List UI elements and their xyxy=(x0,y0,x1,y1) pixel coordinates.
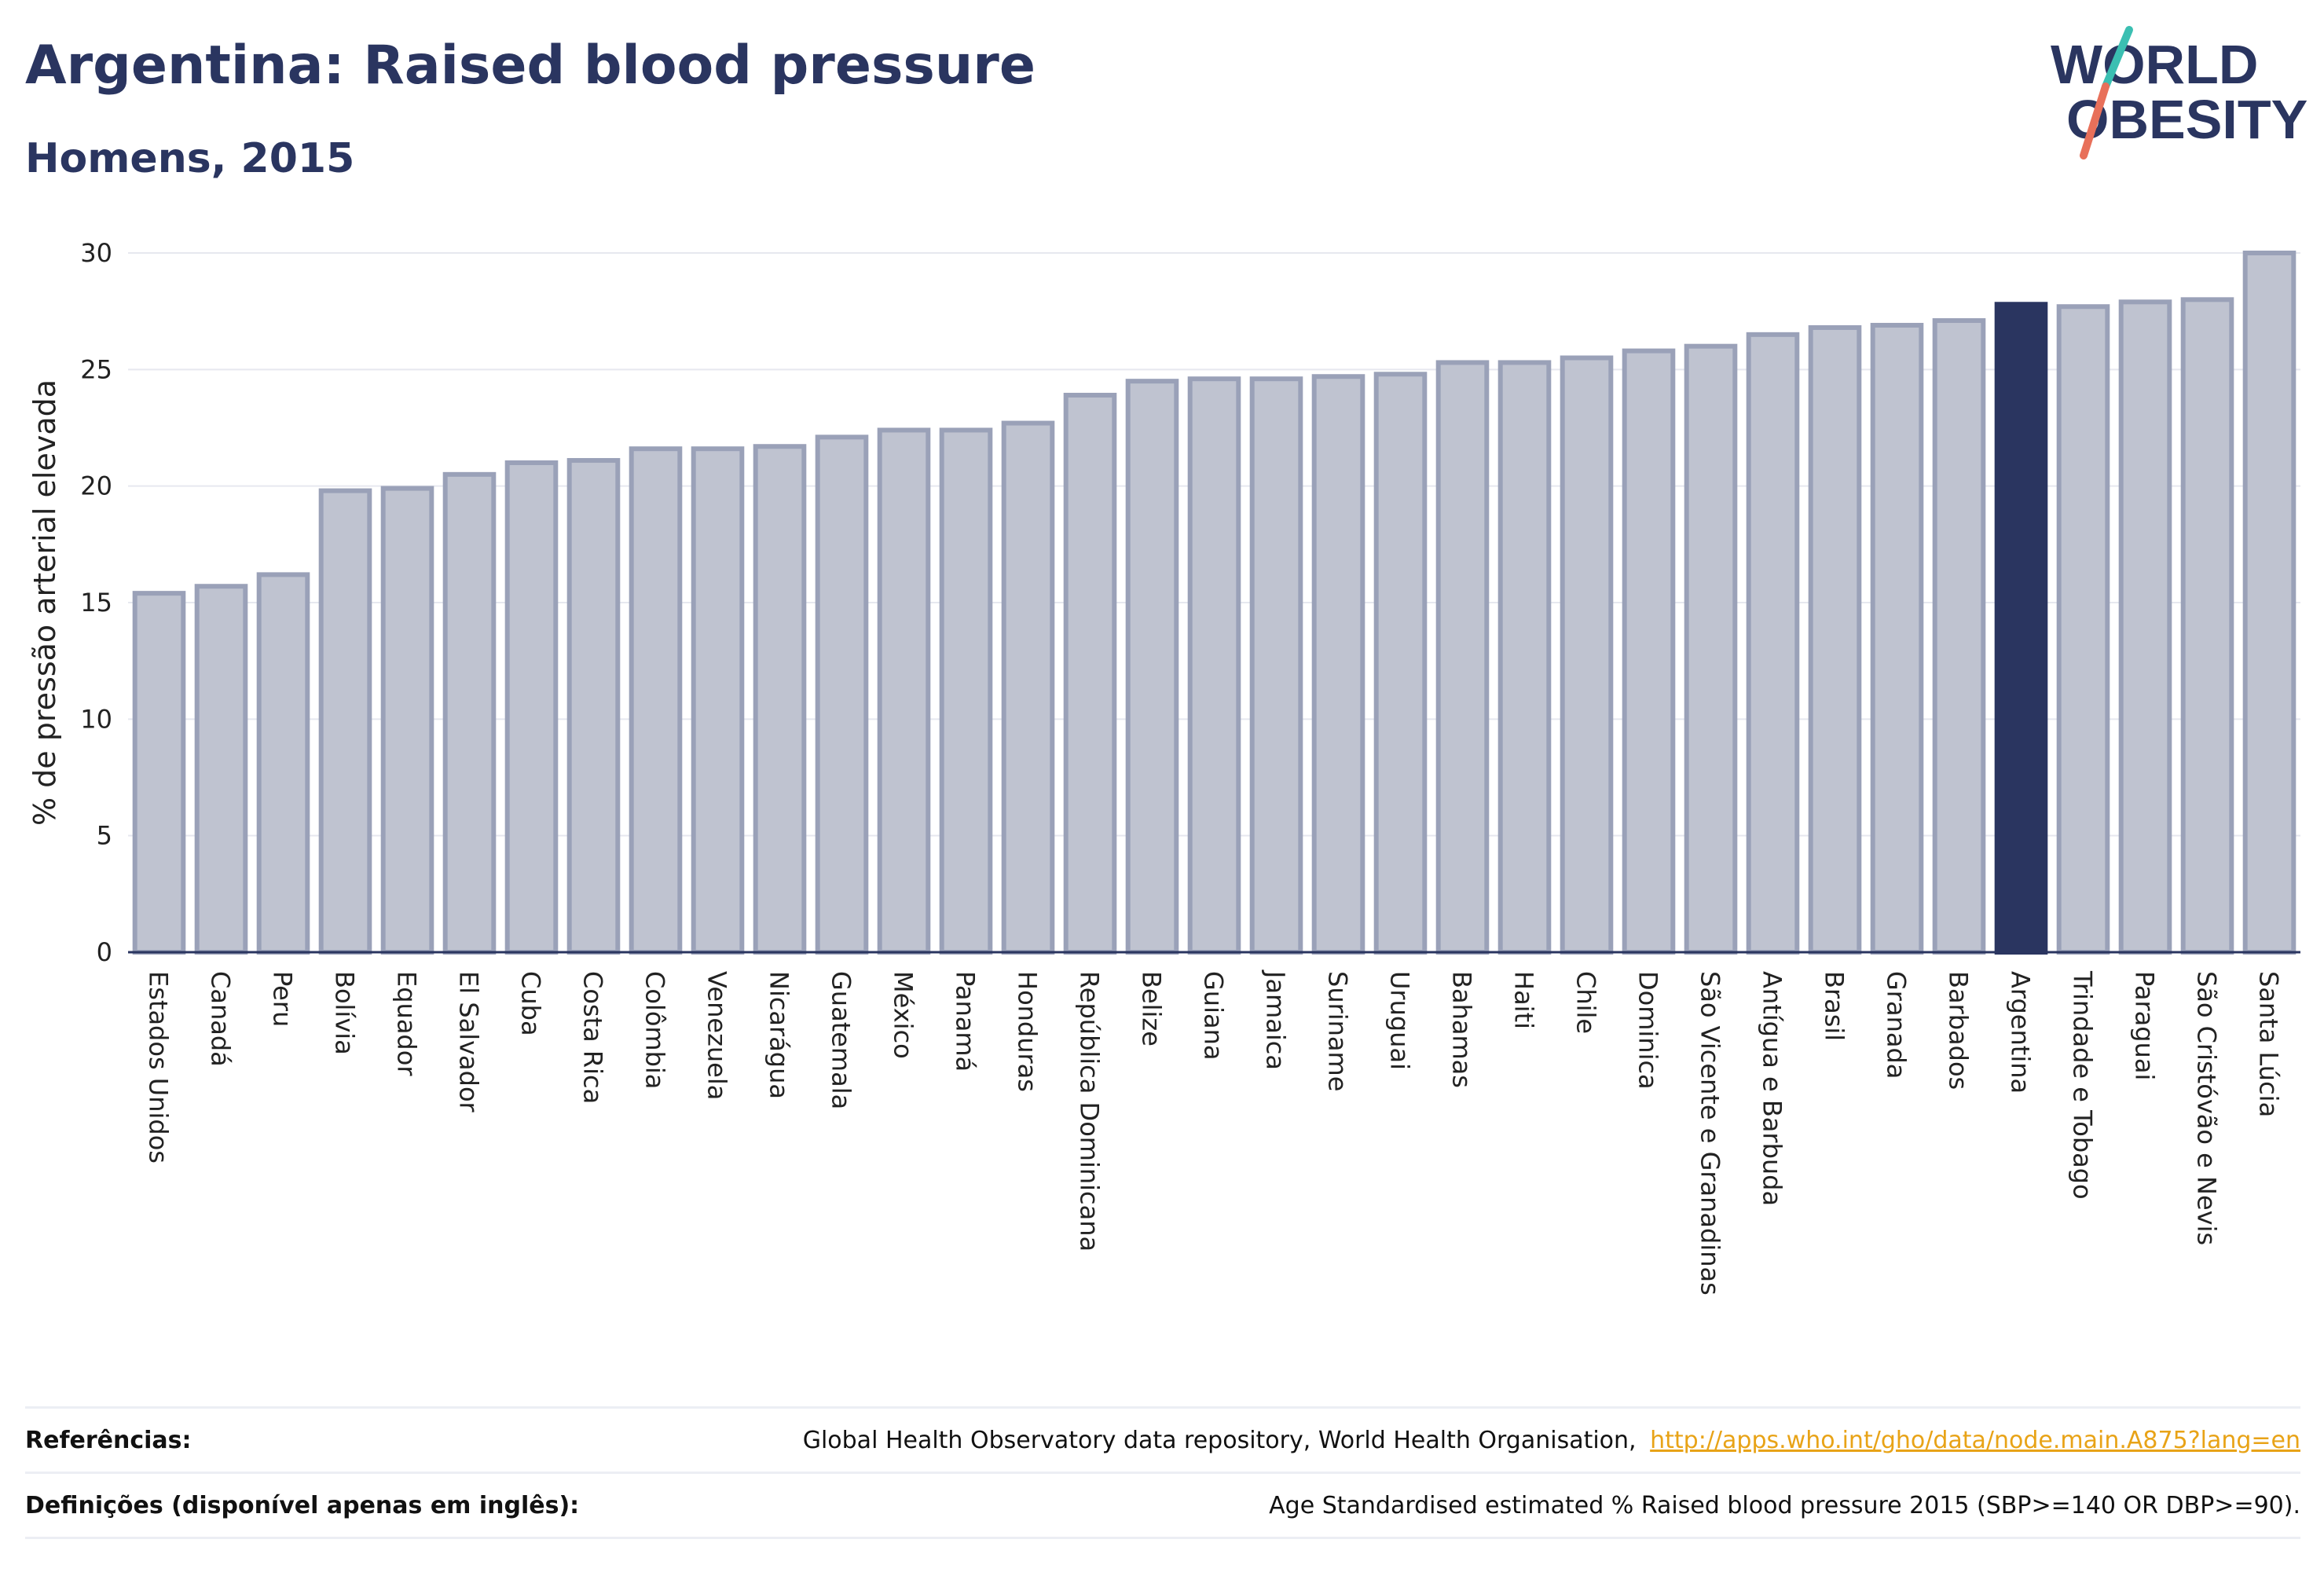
x-tick-label: Colômbia xyxy=(640,971,670,1089)
bar-s-o-crist-v-o-e-nevis xyxy=(2180,297,2234,955)
logo-slash-teal xyxy=(2102,26,2133,90)
y-tick-label: 20 xyxy=(80,471,112,501)
bar-s-o-vicente-e-granadinas xyxy=(1684,343,1738,955)
bar-suriname xyxy=(1311,374,1365,955)
bars xyxy=(132,251,2297,955)
bar-estados-unidos xyxy=(132,591,186,955)
x-axis-ticks: Estados Unidos Canadá Peru Bolívia Equador El… xyxy=(144,969,2284,1296)
references-label: Referências: xyxy=(25,1426,192,1454)
x-tick-label: Jamaica xyxy=(1261,969,1291,1070)
chart-title: Argentina: Raised blood pressure xyxy=(25,35,1036,97)
x-tick-label: Chile xyxy=(1571,971,1601,1034)
logo-line1: WORLD xyxy=(2051,34,2258,95)
x-tick-label: Costa Rica xyxy=(578,971,608,1104)
definitions-row: Definições (disponível apenas em inglês)… xyxy=(25,1472,2300,1539)
bar-canad- xyxy=(194,584,248,955)
logo-slash-coral xyxy=(2080,82,2110,159)
x-tick-label: Honduras xyxy=(1013,971,1043,1092)
bar-el-salvador xyxy=(442,471,497,955)
x-tick-label: Venezuela xyxy=(702,971,732,1100)
x-tick-label: Panamá xyxy=(951,971,981,1072)
world-obesity-logo: WORLD OBESITY xyxy=(2051,26,2308,159)
bar-haiti xyxy=(1497,360,1552,955)
bar-nicar-gua xyxy=(753,444,807,955)
x-tick-label: Argentina xyxy=(2006,971,2036,1094)
x-tick-label: Cuba xyxy=(516,971,546,1036)
y-tick-label: 0 xyxy=(97,937,112,967)
x-tick-label: Bolívia xyxy=(330,971,360,1055)
bar-honduras xyxy=(1001,420,1055,955)
definitions-text: Age Standardised estimated % Raised bloo… xyxy=(1269,1491,2300,1519)
x-tick-label: República Dominicana xyxy=(1075,971,1105,1252)
y-tick-label: 25 xyxy=(80,354,112,384)
bar-chile xyxy=(1560,355,1614,955)
bar-bahamas xyxy=(1435,360,1490,955)
x-tick-label: Estados Unidos xyxy=(144,971,174,1164)
x-tick-label: Guiana xyxy=(1199,971,1229,1060)
x-tick-label: Nicarágua xyxy=(764,971,794,1099)
bar-costa-rica xyxy=(566,458,621,955)
x-tick-label: México xyxy=(889,971,918,1059)
x-tick-label: Equador xyxy=(392,971,422,1076)
bar-argentina xyxy=(1994,302,2048,955)
x-tick-label: Brasil xyxy=(1820,971,1849,1041)
x-tick-label: Peru xyxy=(268,971,298,1027)
bar-equador xyxy=(380,486,434,955)
x-tick-label: São Cristóvão e Nevis xyxy=(2192,971,2222,1245)
chart-subtitle: Homens, 2015 xyxy=(25,135,355,182)
definitions-label: Definições (disponível apenas em inglês)… xyxy=(25,1491,580,1519)
bar-santa-l-cia xyxy=(2242,251,2297,955)
bar-guatemala xyxy=(815,434,869,955)
bar-chart: 0 5 10 15 20 25 30 Estados Unidos Canadá Peru Bol… xyxy=(27,238,2300,1296)
y-tick-label: 5 xyxy=(97,821,112,851)
x-tick-label: Antígua e Barbuda xyxy=(1758,971,1787,1206)
references-value: Global Health Observatory data repositor… xyxy=(803,1427,2300,1454)
bar-ant-gua-e-barbuda xyxy=(1746,332,1800,955)
x-tick-label: Canadá xyxy=(206,971,236,1067)
bar-cuba xyxy=(504,460,559,955)
y-tick-label: 10 xyxy=(80,704,112,734)
x-tick-label: Trindade e Tobago xyxy=(2068,970,2098,1200)
x-tick-label: Paraguai xyxy=(2130,971,2160,1080)
footer: Referências: Global Health Observatory d… xyxy=(25,1406,2300,1539)
y-tick-label: 30 xyxy=(80,238,112,268)
x-tick-label: Granada xyxy=(1882,971,1912,1079)
bar-bol-via xyxy=(318,488,372,955)
logo-line2: OBESITY xyxy=(2066,89,2308,150)
y-axis-ticks: 0 5 10 15 20 25 30 xyxy=(80,238,112,967)
bar-guiana xyxy=(1187,376,1241,955)
x-tick-label: São Vicente e Granadinas xyxy=(1695,971,1725,1296)
bar-venezuela xyxy=(691,446,745,955)
bar-granada xyxy=(1870,322,1924,955)
x-tick-label: Guatemala xyxy=(827,971,856,1109)
x-tick-label: El Salvador xyxy=(454,971,484,1113)
x-tick-label: Uruguai xyxy=(1385,971,1415,1070)
x-tick-label: Barbados xyxy=(1944,971,1974,1090)
references-link[interactable]: http://apps.who.int/gho/data/node.main.A… xyxy=(1650,1426,2300,1454)
bar-peru xyxy=(256,572,310,955)
bar-belize xyxy=(1125,379,1179,955)
bar-brasil xyxy=(1808,324,1862,955)
bar-panam- xyxy=(939,427,993,955)
bar-dominica xyxy=(1622,348,1676,955)
x-tick-label: Bahamas xyxy=(1447,971,1477,1088)
x-tick-label: Dominica xyxy=(1633,971,1663,1090)
bar-uruguai xyxy=(1373,372,1428,955)
bar-rep-blica-dominicana xyxy=(1063,392,1117,955)
x-tick-label: Suriname xyxy=(1323,971,1353,1091)
x-tick-label: Belize xyxy=(1137,971,1167,1046)
x-tick-label: Santa Lúcia xyxy=(2254,971,2284,1117)
bar-jamaica xyxy=(1249,376,1303,955)
bar-barbados xyxy=(1932,318,1986,955)
references-row: Referências: Global Health Observatory d… xyxy=(25,1406,2300,1472)
bar-paraguai xyxy=(2118,299,2172,955)
bar-m-xico xyxy=(877,427,931,955)
y-tick-label: 15 xyxy=(80,588,112,618)
x-tick-label: Haiti xyxy=(1509,971,1539,1029)
bar-trindade-e-tobago xyxy=(2056,304,2110,955)
references-text: Global Health Observatory data repositor… xyxy=(802,1426,1637,1454)
bar-col-mbia xyxy=(629,446,683,955)
y-axis-label: % de pressão arterial elevada xyxy=(27,379,62,826)
